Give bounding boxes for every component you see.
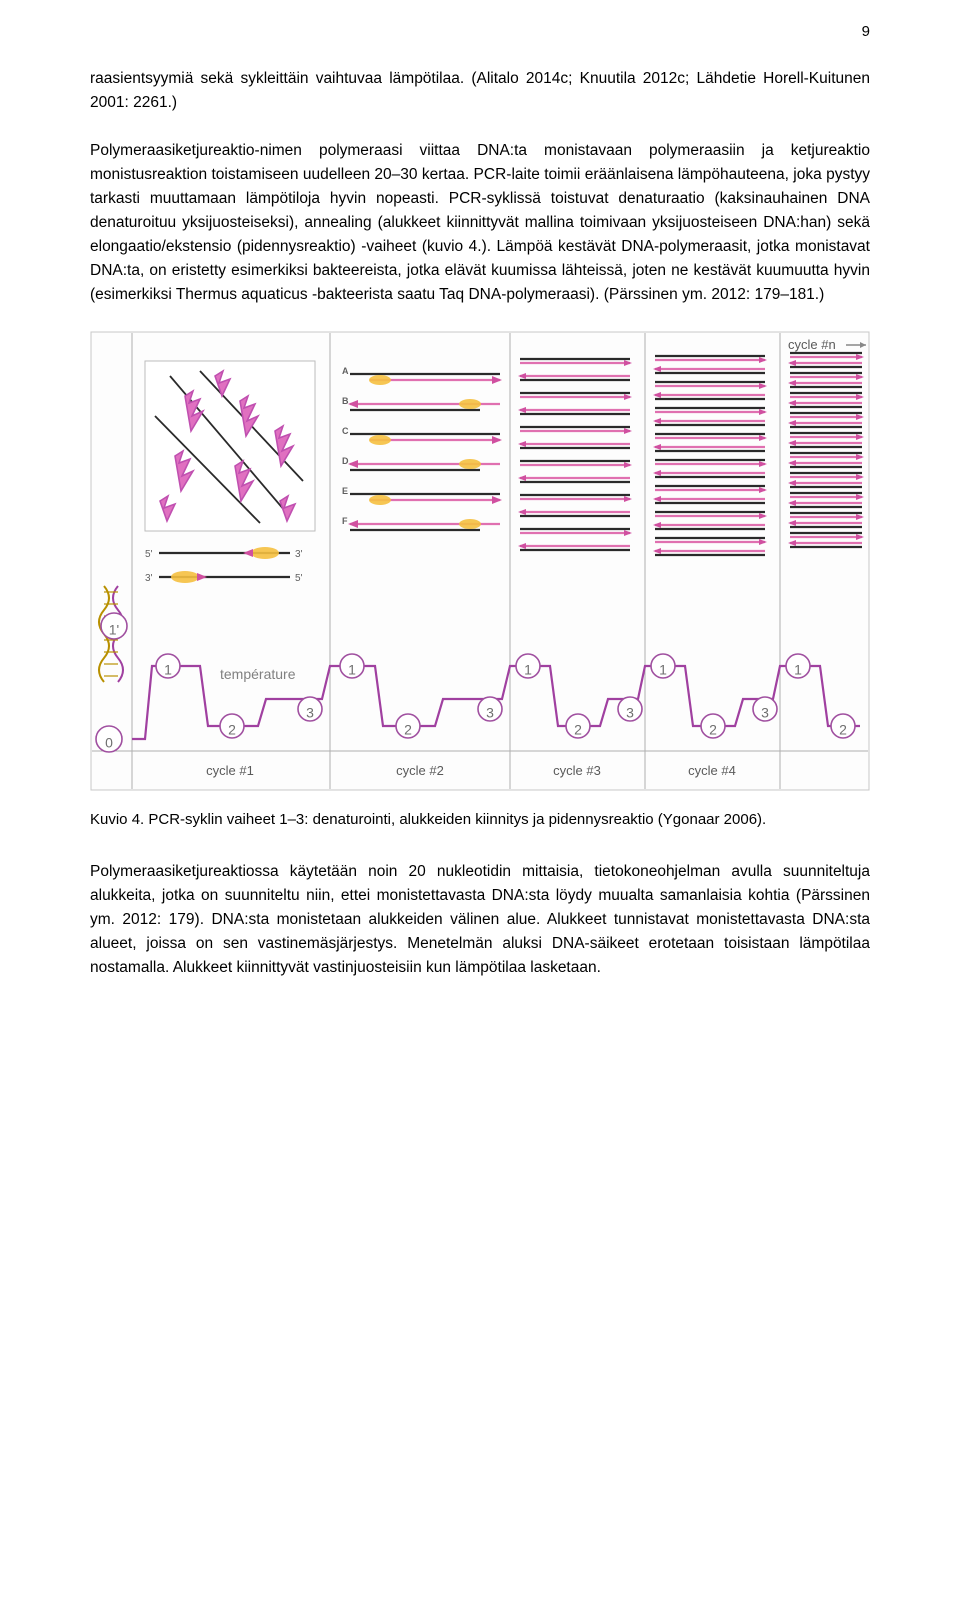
svg-text:1: 1 xyxy=(524,662,532,678)
paragraph-1: raasientsyymiä sekä sykleittäin vaihtuva… xyxy=(90,67,870,115)
svg-text:2: 2 xyxy=(404,722,412,738)
svg-text:3: 3 xyxy=(486,705,494,721)
label-cycle4: cycle #4 xyxy=(688,763,736,778)
svg-text:1: 1 xyxy=(348,662,356,678)
label-temperature: température xyxy=(220,666,296,682)
svg-text:3: 3 xyxy=(306,705,314,721)
page-number: 9 xyxy=(90,20,870,43)
svg-text:A: A xyxy=(342,366,349,376)
svg-text:3': 3' xyxy=(145,573,153,584)
figure-4: cycle #n 1' 0 température xyxy=(90,331,870,791)
label-cycle-n: cycle #n xyxy=(788,337,836,352)
svg-text:E: E xyxy=(342,486,348,496)
label-cycle1: cycle #1 xyxy=(206,763,254,778)
svg-text:3: 3 xyxy=(626,705,634,721)
svg-text:3: 3 xyxy=(761,705,769,721)
svg-text:C: C xyxy=(342,426,349,436)
svg-text:D: D xyxy=(342,456,349,466)
label-cycle3: cycle #3 xyxy=(553,763,601,778)
svg-text:B: B xyxy=(342,396,349,406)
svg-text:1': 1' xyxy=(109,622,119,638)
svg-text:1: 1 xyxy=(794,662,802,678)
svg-text:2: 2 xyxy=(709,722,717,738)
svg-text:2: 2 xyxy=(839,722,847,738)
label-cycle2: cycle #2 xyxy=(396,763,444,778)
paragraph-2: Polymeraasiketjureaktio-nimen polymeraas… xyxy=(90,139,870,307)
pcr-cycle-diagram: cycle #n 1' 0 température xyxy=(90,331,870,791)
svg-text:1: 1 xyxy=(164,662,172,678)
svg-text:5': 5' xyxy=(295,573,303,584)
svg-text:2: 2 xyxy=(574,722,582,738)
paragraph-3: Polymeraasiketjureaktiossa käytetään noi… xyxy=(90,860,870,980)
svg-text:3': 3' xyxy=(295,549,303,560)
svg-text:2: 2 xyxy=(228,722,236,738)
figure-4-caption: Kuvio 4. PCR-syklin vaiheet 1–3: denatur… xyxy=(90,809,870,832)
svg-text:0: 0 xyxy=(105,735,113,751)
svg-text:F: F xyxy=(342,516,348,526)
svg-text:1: 1 xyxy=(659,662,667,678)
svg-text:5': 5' xyxy=(145,549,153,560)
